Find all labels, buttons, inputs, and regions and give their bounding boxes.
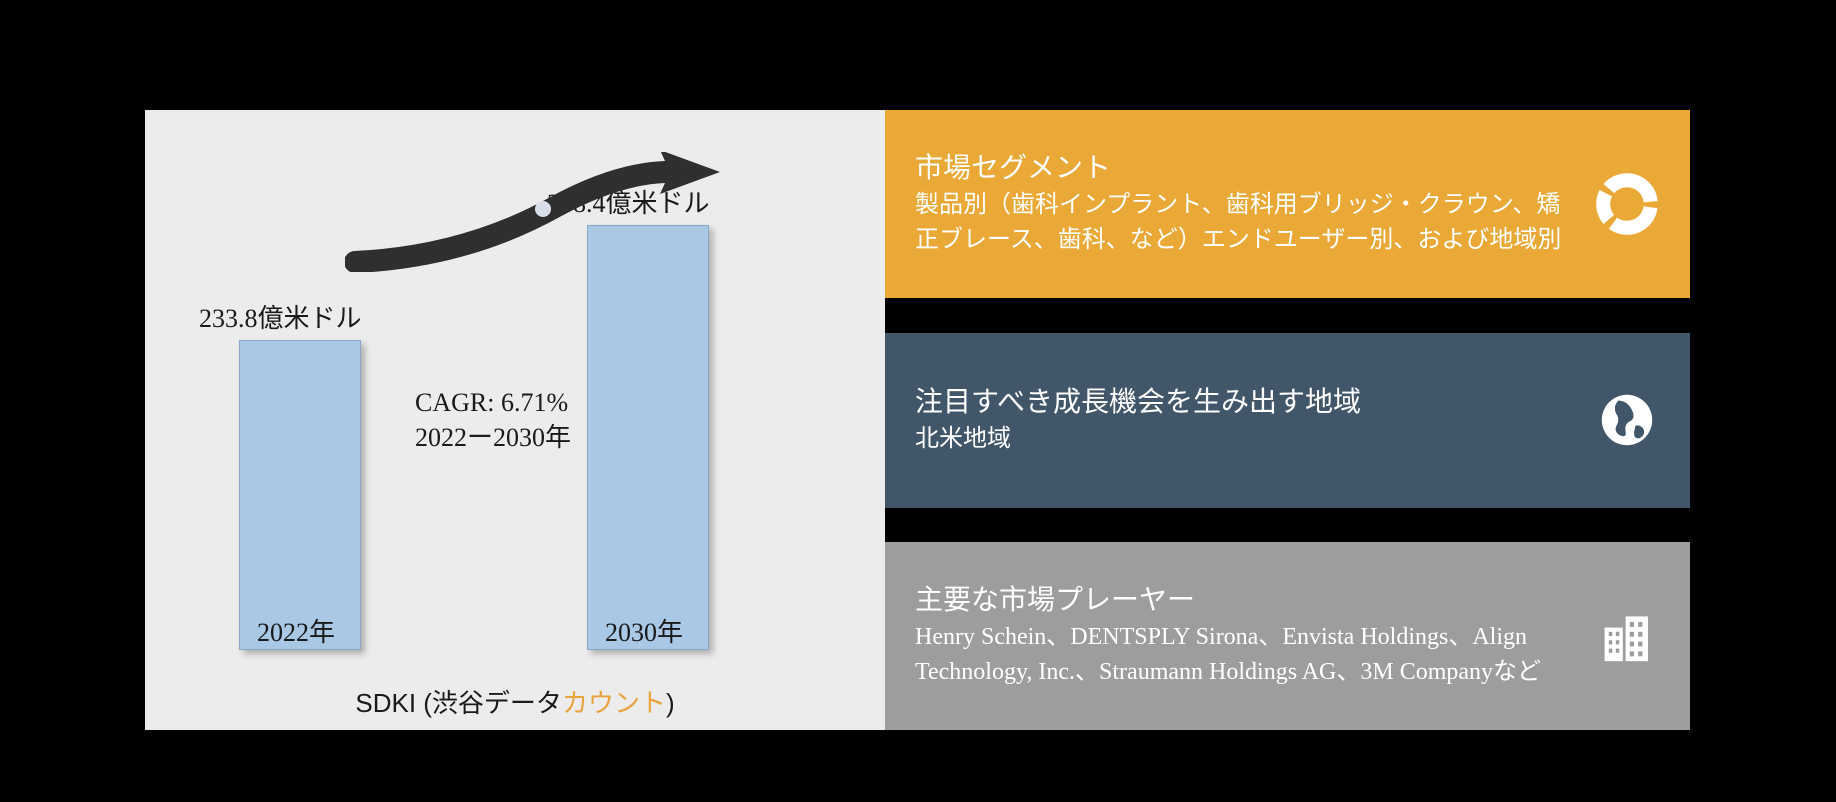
infographic-container: 233.8億米ドル 2022年 368.4億米ドル 2030年 CAGR: 6.…	[145, 110, 1690, 730]
globe-icon	[1592, 385, 1662, 455]
bar-2030	[587, 225, 709, 650]
panel-players-text: 主要な市場プレーヤー Henry Schein、DENTSPLY Sirona、…	[915, 582, 1592, 689]
panel-segments: 市場セグメント 製品別（歯科インプラント、歯科用ブリッジ・クラウン、矯正ブレース…	[885, 110, 1690, 298]
attribution-accent: カウント	[562, 688, 666, 718]
donut-chart-icon	[1592, 169, 1662, 239]
panel-segments-title: 市場セグメント	[915, 150, 1574, 188]
panel-players-title: 主要な市場プレーヤー	[915, 582, 1574, 620]
attribution: SDKI (渋谷データカウント)	[145, 683, 885, 720]
growth-arrow-icon	[345, 152, 725, 272]
panel-region: 注目すべき成長機会を生み出す地域 北米地域	[885, 333, 1690, 508]
bar-2030-year: 2030年	[605, 612, 683, 649]
cagr-text: CAGR: 6.71% 2022ー2030年	[415, 385, 571, 455]
attribution-prefix: SDKI (渋谷データ	[355, 688, 562, 718]
panel-region-body: 北米地域	[915, 422, 1574, 457]
cagr-line2: 2022ー2030年	[415, 420, 571, 455]
bar-2022-value: 233.8億米ドル	[199, 298, 362, 335]
bar-2022	[239, 340, 361, 650]
panel-segments-body: 製品別（歯科インプラント、歯科用ブリッジ・クラウン、矯正ブレース、歯科、など）エ…	[915, 188, 1574, 258]
side-panels: 市場セグメント 製品別（歯科インプラント、歯科用ブリッジ・クラウン、矯正ブレース…	[885, 110, 1690, 730]
cagr-line1: CAGR: 6.71%	[415, 385, 571, 420]
panel-segments-text: 市場セグメント 製品別（歯科インプラント、歯科用ブリッジ・クラウン、矯正ブレース…	[915, 150, 1592, 257]
buildings-icon	[1592, 601, 1662, 671]
panel-players: 主要な市場プレーヤー Henry Schein、DENTSPLY Sirona、…	[885, 542, 1690, 730]
panel-region-text: 注目すべき成長機会を生み出す地域 北米地域	[915, 384, 1592, 457]
panel-players-body: Henry Schein、DENTSPLY Sirona、Envista Hol…	[915, 620, 1574, 690]
bar-2022-year: 2022年	[257, 612, 335, 649]
panel-region-title: 注目すべき成長機会を生み出す地域	[915, 384, 1574, 422]
attribution-suffix: )	[666, 688, 675, 718]
chart-panel: 233.8億米ドル 2022年 368.4億米ドル 2030年 CAGR: 6.…	[145, 110, 885, 730]
